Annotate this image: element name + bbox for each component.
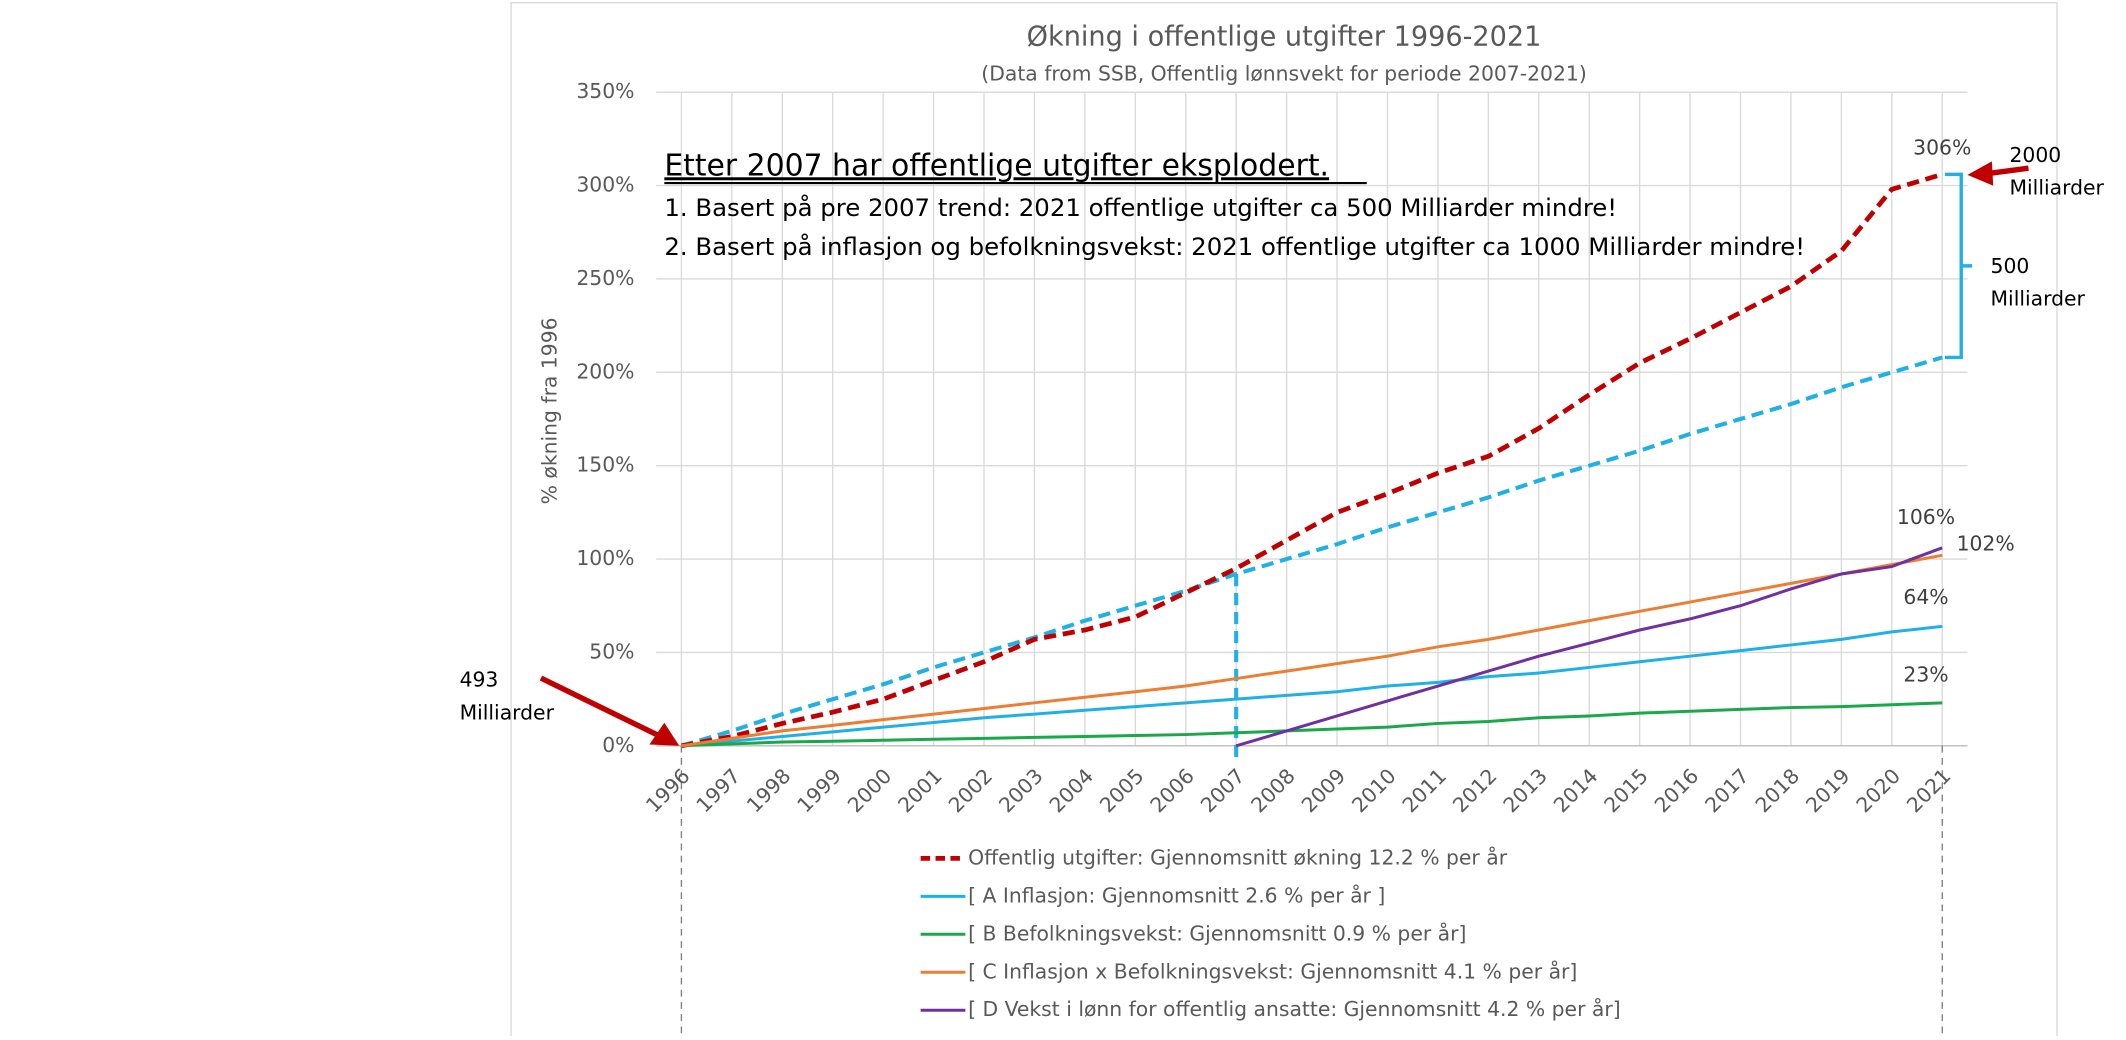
value-label: 23% xyxy=(1903,663,1948,687)
y-tick-label: 150% xyxy=(576,453,634,477)
y-tick-label: 200% xyxy=(576,359,634,383)
chart-subtitle: (Data from SSB, Offentlig lønnsvekt for … xyxy=(981,62,1586,86)
y-tick-label: 100% xyxy=(576,546,634,570)
value-label: 306% xyxy=(1913,136,1971,160)
grid xyxy=(656,91,1968,1036)
arrow-start-head xyxy=(649,722,680,746)
legend-label: [ B Befolkningsvekst: Gjennomsnitt 0.9 %… xyxy=(968,920,1466,945)
annotation-end: Milliarder xyxy=(2010,175,2105,199)
arrow-start xyxy=(539,675,662,739)
annotation-gap: 500 xyxy=(1991,254,2030,278)
series-line xyxy=(681,553,1943,748)
annotation-line: 2. Basert på inflasjon og befolkningsvek… xyxy=(664,232,1805,261)
value-label: 106% xyxy=(1897,505,1955,529)
annotation-gap: Milliarder xyxy=(1991,287,2086,311)
annotation-start: 493 xyxy=(460,668,499,692)
series-line xyxy=(681,624,1943,748)
annotation-end: 2000 xyxy=(2010,143,2062,167)
y-tick-label: 250% xyxy=(576,266,634,290)
series-line xyxy=(1235,546,1943,748)
legend-label: [ C Inflasjon x Befolkningsvekst: Gjenno… xyxy=(968,958,1577,983)
chart-title: Økning i offentlige utgifter 1996-2021 xyxy=(1027,21,1542,52)
series-line xyxy=(680,172,1943,749)
legend-label: [ A Inflasjon: Gjennomsnitt 2.6 % per år… xyxy=(968,882,1385,907)
annotation-start: Milliarder xyxy=(460,700,555,724)
legend-label: Offentlig utgifter: Gjennomsnitt økning … xyxy=(968,844,1508,869)
y-tick-label: 300% xyxy=(576,173,634,197)
chart-frame xyxy=(510,2,2058,1040)
value-label: 102% xyxy=(1957,531,2015,555)
arrow-end-head xyxy=(1967,161,1994,186)
arrow-end xyxy=(1987,165,2029,177)
legend-label: [ D Vekst i lønn for offentlig ansatte: … xyxy=(968,996,1621,1021)
y-axis-label: % økning fra 1996 xyxy=(537,317,561,504)
trend-line xyxy=(680,355,1943,748)
gap-bracket xyxy=(1944,172,1973,360)
y-tick-label: 350% xyxy=(576,79,634,103)
y-tick-label: 50% xyxy=(589,639,634,663)
value-label: 64% xyxy=(1903,585,1948,609)
y-tick-label: 0% xyxy=(602,733,634,757)
legend: Offentlig utgifter: Gjennomsnitt økning … xyxy=(920,844,1621,1021)
annotation-line: 1. Basert på pre 2007 trend: 2021 offent… xyxy=(664,193,1617,222)
marks: 306% 64% 23% 102%106% xyxy=(680,136,2015,763)
annotation-heading: Etter 2007 har offentlige utgifter ekspl… xyxy=(664,148,1329,183)
series-line xyxy=(681,701,1943,748)
